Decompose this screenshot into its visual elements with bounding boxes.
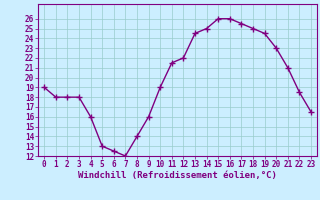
- X-axis label: Windchill (Refroidissement éolien,°C): Windchill (Refroidissement éolien,°C): [78, 171, 277, 180]
